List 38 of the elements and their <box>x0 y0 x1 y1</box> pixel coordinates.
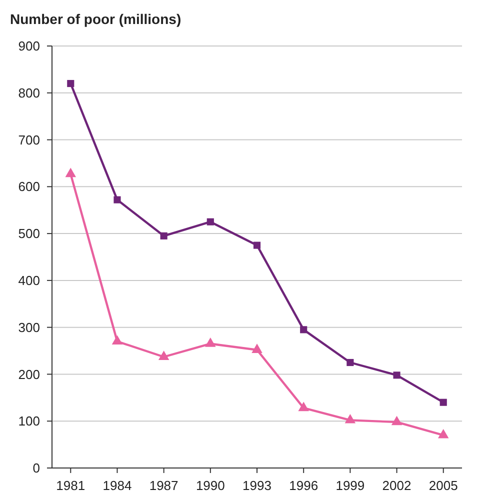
x-tick-label: 1981 <box>56 478 86 493</box>
x-tick-label: 2002 <box>382 478 412 493</box>
y-tick-label: 900 <box>18 38 40 54</box>
chart-title: Number of poor (millions) <box>10 11 182 27</box>
y-tick-label: 300 <box>18 320 40 335</box>
x-tick-label: 1993 <box>242 478 272 493</box>
point <box>393 372 400 379</box>
point <box>112 335 123 344</box>
point <box>298 402 309 412</box>
x-tick-label: 2005 <box>428 478 458 493</box>
x-tick-label: 1990 <box>196 478 225 493</box>
point <box>158 350 170 360</box>
point <box>206 218 214 226</box>
point <box>114 196 121 204</box>
point <box>205 338 216 347</box>
point <box>252 344 262 353</box>
point <box>253 242 261 249</box>
y-tick-label: 0 <box>32 460 40 476</box>
x-tick-label: 1984 <box>102 478 132 493</box>
point <box>67 80 74 88</box>
point <box>440 398 447 406</box>
point <box>391 416 402 426</box>
y-tick-label: 700 <box>18 132 40 148</box>
y-tick-label: 500 <box>18 226 40 242</box>
y-tick-label: 400 <box>18 272 40 288</box>
point <box>344 414 356 424</box>
point <box>300 326 308 334</box>
y-tick-label: 100 <box>18 414 40 429</box>
y-tick-label: 600 <box>18 179 40 194</box>
x-tick-label: 1987 <box>149 478 178 493</box>
x-tick-label: 1999 <box>336 478 365 493</box>
y-tick-label: 800 <box>18 85 40 100</box>
point <box>438 428 449 438</box>
x-tick-label: 1996 <box>289 478 318 493</box>
y-tick-label: 200 <box>18 366 40 382</box>
point <box>65 168 76 178</box>
point <box>160 232 168 240</box>
point <box>346 358 354 366</box>
